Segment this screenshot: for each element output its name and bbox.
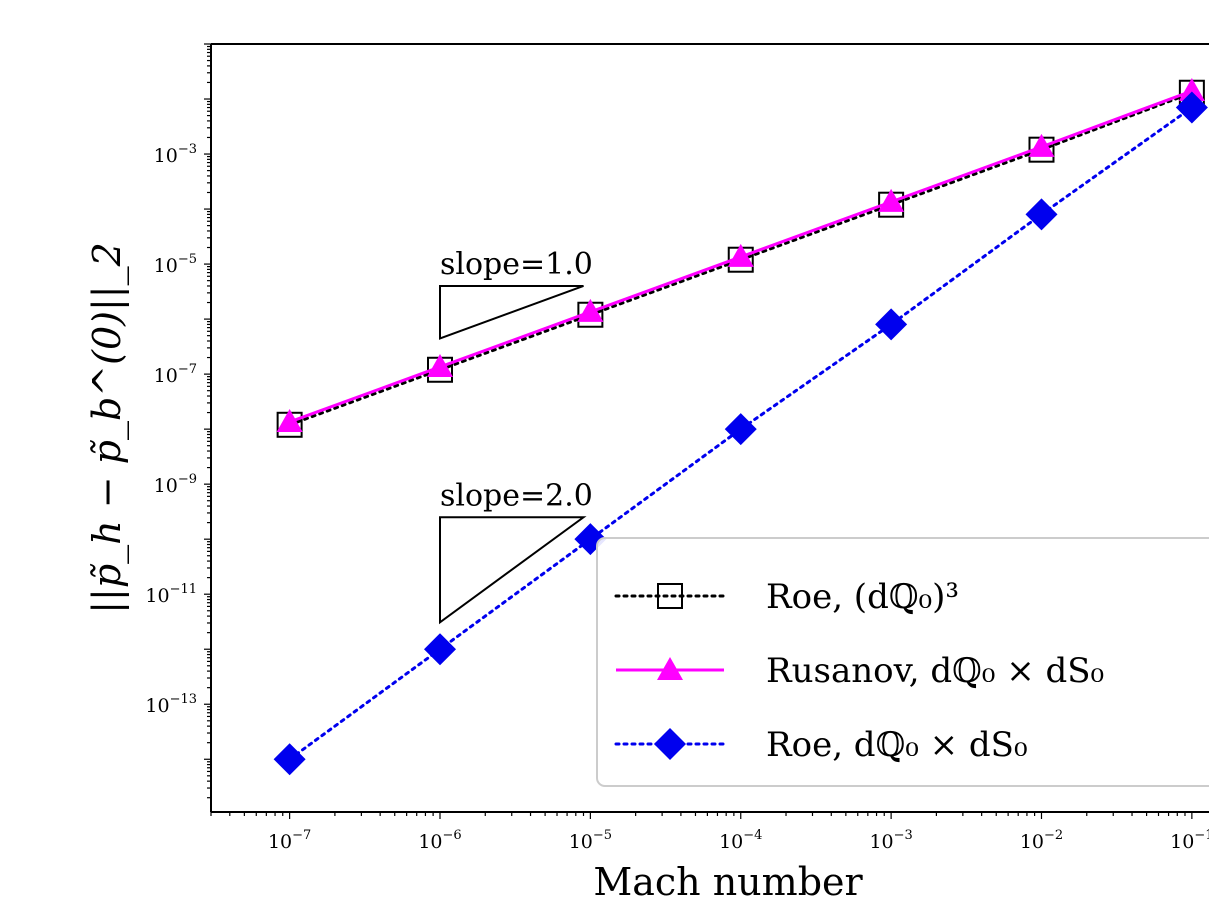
data-point — [424, 633, 457, 666]
legend-entry: Rusanov, dℚ₀ × dS₀ — [616, 651, 1104, 691]
data-point — [724, 413, 757, 446]
y-tick-label: 10−7 — [154, 362, 197, 387]
y-tick-label: 10−3 — [154, 142, 197, 167]
legend-label: Roe, (dℚ₀)³ — [766, 577, 959, 617]
legend-box — [596, 537, 1209, 787]
data-point — [1175, 91, 1208, 124]
x-tick-label: 10−6 — [418, 828, 461, 853]
x-tick-label: 10−2 — [1020, 828, 1063, 853]
slope-label: slope=2.0 — [440, 478, 593, 513]
legend-marker — [657, 583, 683, 609]
legend-label: Roe, dℚ₀ × dS₀ — [766, 725, 1028, 765]
series-2 — [276, 77, 1205, 432]
data-point — [577, 298, 604, 322]
x-tick-label: 10−5 — [569, 828, 612, 853]
slope-triangle-2 — [439, 516, 587, 625]
annotation-labels: slope=1.0 slope=2.0 — [440, 247, 593, 513]
legend-marker — [657, 657, 683, 680]
data-point — [276, 408, 303, 432]
data-point — [727, 243, 754, 267]
x-tick-label: 10−7 — [268, 828, 311, 853]
data-point — [1178, 77, 1205, 101]
y-tick-label: 10−5 — [154, 252, 197, 277]
y-tick-label: 10−9 — [154, 472, 197, 497]
legend-marker — [654, 728, 686, 760]
x-tick-label: 10−4 — [719, 828, 762, 853]
x-tick-label: 10−1 — [1170, 828, 1209, 853]
data-point — [1028, 133, 1055, 157]
legend-label: Rusanov, dℚ₀ × dS₀ — [766, 651, 1104, 691]
legend-entry: Roe, (dℚ₀)³ — [614, 577, 959, 617]
y-tick-label: 10−11 — [145, 582, 197, 607]
x-tick-label: 10−3 — [869, 828, 912, 853]
x-axis-label: Mach number — [593, 860, 863, 901]
y-axis-ticks: 10−3 10−5 10−7 10−9 10−11 10−13 — [145, 43, 211, 799]
data-point — [427, 353, 454, 377]
x-axis-ticks: 10−7 10−6 10−5 10−4 10−3 10−2 10−1 — [210, 812, 1209, 853]
data-point — [875, 308, 908, 341]
plot-area — [273, 77, 1208, 776]
axes-frame — [210, 43, 1209, 813]
data-point — [1025, 198, 1058, 231]
slope-triangles — [439, 284, 587, 625]
slope-label: slope=1.0 — [440, 247, 593, 282]
slope-triangle-1 — [439, 284, 584, 340]
data-point — [878, 188, 905, 212]
data-point — [273, 743, 306, 776]
legend: Roe, (dℚ₀)³ Rusanov, dℚ₀ × dS₀ Roe, dℚ₀ × … — [596, 537, 1209, 787]
series-layer — [273, 77, 1208, 776]
series-3 — [273, 91, 1208, 776]
y-axis-label: ||p̃_h − p̃_b^(0)||_2 — [85, 242, 130, 614]
y-tick-label: 10−13 — [145, 692, 197, 717]
legend-entry: Roe, dℚ₀ × dS₀ — [614, 725, 1028, 765]
